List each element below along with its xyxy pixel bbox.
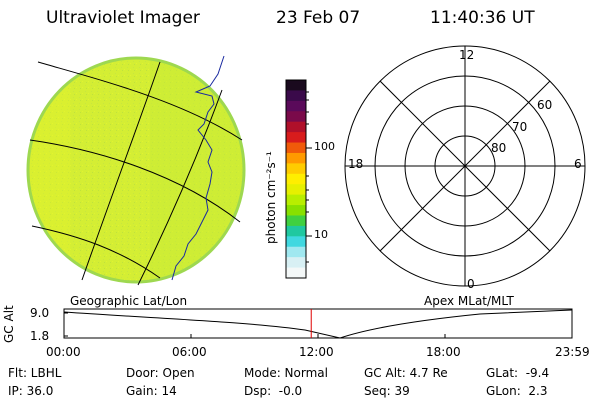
colorbar-minor-ticks <box>306 91 309 263</box>
globe-grid-lines <box>29 61 243 286</box>
colorbar-band <box>286 257 306 269</box>
colorbar-band <box>286 142 306 154</box>
altitude-ylabel: GC Alt <box>2 305 16 343</box>
date-label: 23 Feb 07 <box>276 8 361 28</box>
altitude-xtick: 00:00 <box>46 345 81 359</box>
mlat-label-60: 60 <box>537 98 553 112</box>
status-mode: Mode: Normal <box>244 366 328 380</box>
colorbar-band <box>286 205 306 216</box>
colorbar-band <box>286 152 306 164</box>
altitude-xtick: 12:00 <box>299 345 334 359</box>
colorbar-band <box>286 132 306 144</box>
colorbar-band <box>286 246 306 258</box>
colorbar-unit-label: photon cm⁻²s⁻¹ <box>264 151 278 244</box>
colorbar-band <box>286 184 306 196</box>
status-glat: GLat: -9.4 <box>486 366 550 380</box>
colorbar-tick-10: 10 <box>314 228 328 241</box>
mlt-label-0: 0 <box>467 277 475 291</box>
mlt-label-6: 6 <box>574 157 582 171</box>
colorbar-tick-100: 100 <box>314 140 335 153</box>
status-ip: IP: 36.0 <box>8 384 54 398</box>
colorbar-band <box>286 215 306 227</box>
status-dsp: Dsp: -0.0 <box>244 384 303 398</box>
colorbar-band <box>286 80 306 91</box>
status-gc-alt: GC Alt: 4.7 Re <box>364 366 448 380</box>
colorbar-band <box>286 173 306 185</box>
colorbar <box>286 80 306 279</box>
altitude-xtick: 06:00 <box>172 345 207 359</box>
colorbar-band <box>286 121 306 133</box>
colorbar-band <box>286 111 306 123</box>
uv-globe-image <box>26 56 246 284</box>
mlt-label-18: 18 <box>348 157 364 171</box>
polar-grid <box>344 45 586 287</box>
status-glon: GLon: 2.3 <box>486 384 548 398</box>
colorbar-band <box>286 236 306 248</box>
polar-caption: Apex MLat/MLT <box>424 294 514 308</box>
altitude-ytick-low: 1.8 <box>30 329 50 343</box>
altitude-ytick-high: 9.0 <box>30 306 50 320</box>
colorbar-band <box>286 90 306 102</box>
status-gain: Gain: 14 <box>126 384 177 398</box>
colorbar-band <box>286 267 306 279</box>
status-filter: Flt: LBHL <box>8 366 62 380</box>
mlat-label-80: 80 <box>491 141 507 155</box>
colorbar-band <box>286 163 306 175</box>
altitude-plot <box>63 308 573 339</box>
colorbar-band <box>286 194 306 206</box>
globe-caption: Geographic Lat/Lon <box>70 294 188 308</box>
colorbar-band <box>286 100 306 112</box>
altitude-xtick: 18:00 <box>426 345 461 359</box>
coastline <box>171 55 225 281</box>
status-door: Door: Open <box>126 366 195 380</box>
instrument-title: Ultraviolet Imager <box>46 8 200 28</box>
mlat-label-70: 70 <box>512 120 528 134</box>
time-label: 11:40:36 UT <box>430 8 535 28</box>
colorbar-band <box>286 225 306 237</box>
mlt-label-12: 12 <box>459 48 475 62</box>
status-seq: Seq: 39 <box>364 384 410 398</box>
altitude-xtick: 23:59 <box>555 345 590 359</box>
